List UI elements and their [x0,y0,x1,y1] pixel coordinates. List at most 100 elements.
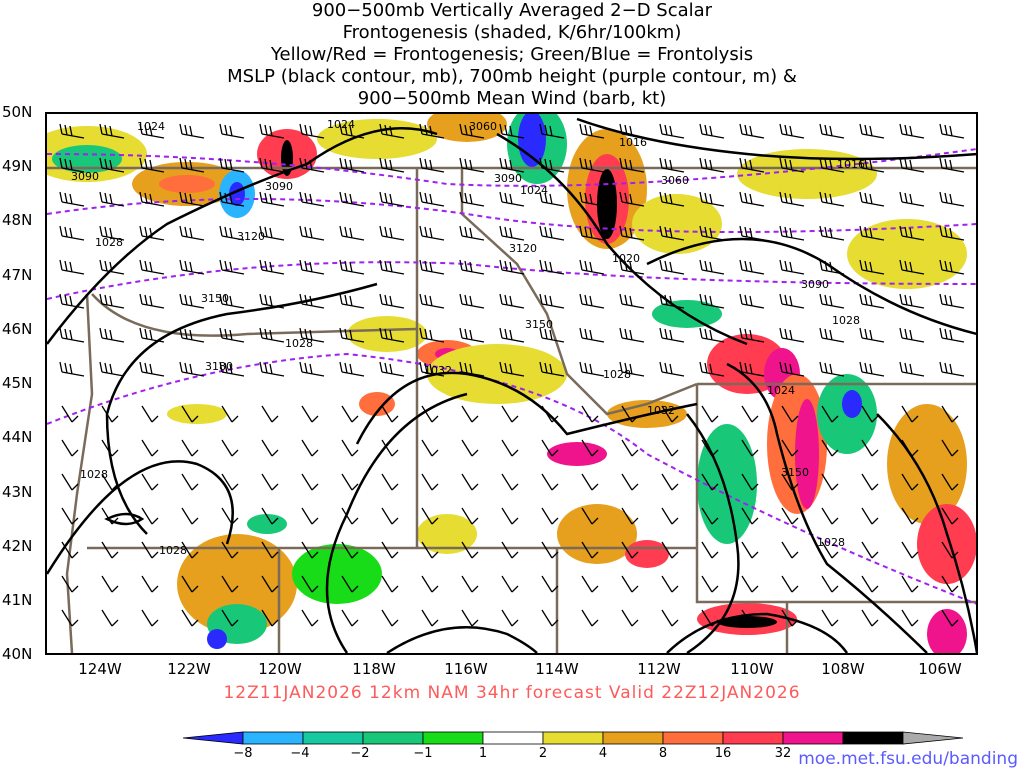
source-credit: moe.met.fsu.edu/banding [798,749,1018,769]
wind-barb [661,575,679,593]
wind-barb [941,609,959,627]
wind-barb [899,259,925,275]
wind-barb [541,609,559,627]
wind-barb [621,507,639,525]
wind-barb [101,575,119,593]
wind-barb [261,541,279,559]
wind-barb [341,405,359,423]
wind-barb [421,473,439,491]
wind-barb [821,575,839,593]
wind-barb [501,439,519,457]
wind-barb [941,541,959,559]
lon-label-108w: 108W [821,660,865,678]
wind-barb [821,507,839,525]
wind-barb [59,225,85,241]
lon-label-122w: 122W [167,660,211,678]
wind-barb [99,157,125,173]
wind-barb [779,293,805,309]
wind-barb [899,191,925,207]
colorbar-label: 2 [538,746,548,761]
wind-barb [419,191,445,207]
wind-barb [61,541,79,559]
wind-barb [819,225,845,241]
wind-barb [661,541,679,559]
wind-barb [861,473,879,491]
height-label: 3150 [201,292,229,305]
wind-barb [901,507,919,525]
wind-barb [499,123,525,139]
wind-barb [661,473,679,491]
wind-barb [499,157,525,173]
wind-barb [579,157,605,173]
wind-barb [541,439,559,457]
wind-barb [261,609,279,627]
height-label: 3150 [781,466,809,479]
wind-barb [821,609,839,627]
wind-barb [459,361,485,377]
wind-barb [819,327,845,343]
wind-barb [939,259,965,275]
wind-barb [181,473,199,491]
wind-barb [139,123,165,139]
wind-barb [299,191,325,207]
wind-barb [181,609,199,627]
lon-label-124w: 124W [78,660,122,678]
colorbar-cell [602,731,664,745]
wind-barb [539,361,565,377]
wind-barb [741,473,759,491]
wind-barb [381,609,399,627]
title-line-5: 900−500mb Mean Wind (barb, kt) [357,88,667,109]
colorbar-cell [842,731,904,745]
wind-barb [339,361,365,377]
wind-barb [579,259,605,275]
wind-barb [659,123,685,139]
mslp-label: 1016 [837,158,865,171]
wind-barb [341,507,359,525]
wind-barb [861,609,879,627]
wind-barb [59,157,85,173]
mslp-label: 1028 [159,544,187,557]
wind-barb [781,405,799,423]
wind-barb [221,541,239,559]
wind-barb [101,439,119,457]
wind-barb [461,541,479,559]
wind-barb [739,225,765,241]
wind-barb [61,609,79,627]
colorbar-cell [542,731,604,745]
wind-barb [339,191,365,207]
wind-barb [701,541,719,559]
mslp-label: 1028 [817,536,845,549]
mslp-label: 1028 [95,236,123,249]
wind-barb [619,157,645,173]
wind-barb [379,293,405,309]
wind-barb [221,439,239,457]
wind-barb [501,575,519,593]
wind-barb [939,361,965,377]
wind-barb [459,259,485,275]
wind-barb [221,609,239,627]
wind-barb [341,541,359,559]
wind-barb [501,609,519,627]
wind-barb [541,575,559,593]
colorbar-label: −2 [350,746,370,761]
wind-barb [299,327,325,343]
height-label: 3090 [265,180,293,193]
wind-barb [339,293,365,309]
mslp-label: 1016 [619,136,647,149]
wind-barb [419,293,445,309]
height-label: 3060 [661,174,689,187]
wind-barb [139,327,165,343]
wind-barb [781,473,799,491]
lat-label-49n: 49N [2,157,33,175]
wind-barb [739,191,765,207]
wind-barb [501,507,519,525]
colorbar-cell [782,731,844,745]
wind-barb [941,405,959,423]
wind-barb [701,575,719,593]
wind-barb [101,507,119,525]
wind-barb [421,507,439,525]
colorbar-label: −8 [233,746,253,761]
wind-barb [219,259,245,275]
wind-barb [901,575,919,593]
wind-barb [699,225,725,241]
